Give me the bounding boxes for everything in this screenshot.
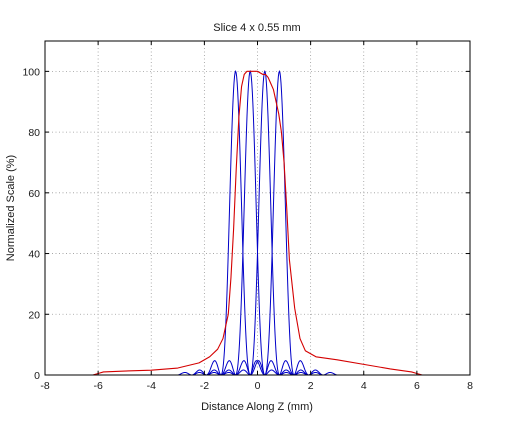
y-tick-label: 40 xyxy=(28,249,40,261)
y-tick-label: 0 xyxy=(34,370,40,382)
x-tick-label: -4 xyxy=(147,380,156,392)
chart-title: Slice 4 x 0.55 mm xyxy=(213,22,300,34)
slice-profile-line-3 xyxy=(206,70,324,376)
y-tick-label: 60 xyxy=(28,188,40,200)
x-tick-label: 4 xyxy=(361,380,367,392)
x-tick-label: 0 xyxy=(255,380,261,392)
x-tick-label: 8 xyxy=(467,380,473,392)
slice-profile-line-1 xyxy=(177,70,295,376)
slice-profile-line-2 xyxy=(191,70,309,376)
y-axis-label: Normalized Scale (%) xyxy=(5,155,17,261)
y-tick-label: 20 xyxy=(28,309,40,321)
y-tick-label: 100 xyxy=(22,66,40,78)
x-axis-label: Distance Along Z (mm) xyxy=(201,401,313,413)
y-tick-label: 80 xyxy=(28,127,40,139)
slice-profile-line-4 xyxy=(220,70,338,376)
x-tick-label: 6 xyxy=(414,380,420,392)
x-tick-label: -6 xyxy=(93,380,102,392)
x-tick-label: -2 xyxy=(200,380,209,392)
envelope-line xyxy=(45,70,470,376)
x-tick-label: 2 xyxy=(308,380,314,392)
x-tick-label: -8 xyxy=(40,380,49,392)
